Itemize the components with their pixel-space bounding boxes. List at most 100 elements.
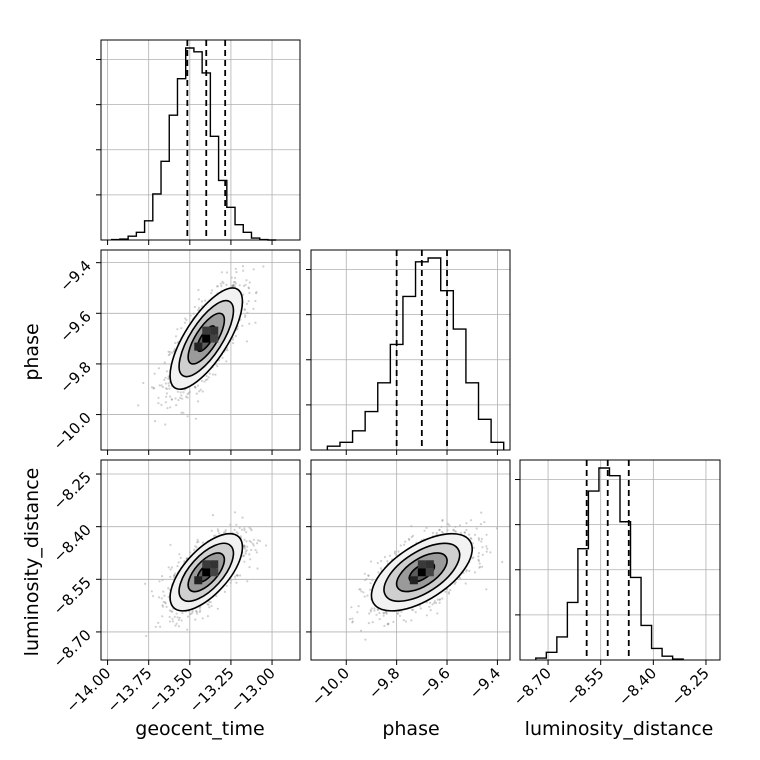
- scatter-point: [258, 539, 261, 543]
- hist-panel-phase: [310, 249, 511, 451]
- scatter-point: [441, 531, 445, 534]
- scatter-point: [158, 384, 161, 387]
- scatter-point: [233, 528, 236, 532]
- scatter-point: [164, 401, 167, 404]
- scatter-point: [244, 315, 247, 319]
- joint-panel-geocent_time-phase: [100, 249, 301, 451]
- scatter-point: [244, 314, 247, 317]
- scatter-point: [168, 615, 171, 619]
- scatter-point: [232, 281, 235, 284]
- scatter-point: [194, 545, 197, 548]
- scatter-point: [485, 588, 488, 591]
- scatter-point: [252, 307, 255, 310]
- scatter-point: [249, 558, 252, 561]
- scatter-point: [207, 603, 210, 606]
- scatter-point: [161, 605, 165, 608]
- scatter-point: [210, 292, 213, 295]
- scatter-point: [169, 406, 172, 409]
- scatter-point: [191, 609, 194, 612]
- density-cell: [210, 560, 219, 569]
- scatter-point: [165, 370, 169, 373]
- scatter-point: [223, 590, 226, 594]
- scatter-point: [480, 511, 483, 514]
- scatter-point: [180, 394, 183, 397]
- y-tick-label-luminosity-distance: −8.25: [50, 468, 95, 513]
- scatter-point: [470, 537, 473, 541]
- scatter-point: [225, 584, 228, 587]
- scatter-point: [222, 282, 225, 285]
- scatter-point: [464, 582, 467, 585]
- scatter-point: [245, 531, 248, 534]
- scatter-point: [477, 559, 480, 563]
- scatter-point: [234, 281, 237, 284]
- scatter-point: [486, 547, 489, 550]
- scatter-point: [234, 282, 237, 285]
- scatter-point: [435, 531, 438, 534]
- density-cell: [202, 334, 211, 343]
- density-cell: [210, 326, 219, 335]
- scatter-point: [178, 553, 181, 556]
- scatter-point: [163, 361, 166, 364]
- scatter-point: [184, 317, 187, 320]
- scatter-point: [244, 550, 247, 553]
- scatter-point: [196, 400, 200, 403]
- joint-grid-geocent_time-luminosity_distance: [101, 460, 300, 660]
- scatter-point: [203, 380, 206, 383]
- scatter-point: [197, 298, 200, 301]
- scatter-point: [399, 544, 402, 547]
- scatter-point: [393, 550, 397, 553]
- scatter-point: [364, 638, 367, 641]
- scatter-point: [210, 604, 213, 608]
- scatter-point: [200, 300, 204, 303]
- scatter-point: [211, 373, 215, 376]
- scatter-point: [469, 536, 472, 540]
- scatter-point: [367, 622, 370, 625]
- scatter-point: [256, 539, 260, 542]
- scatter-point: [425, 526, 428, 530]
- scatter-point: [234, 276, 237, 280]
- scatter-point: [186, 615, 190, 618]
- x-tick-label: −9.6: [415, 664, 453, 702]
- scatter-point: [170, 351, 173, 354]
- scatter-point: [386, 623, 389, 626]
- scatter-point: [150, 590, 153, 593]
- scatter-point: [375, 613, 378, 616]
- scatter-point: [348, 617, 351, 621]
- scatter-point: [452, 528, 455, 531]
- scatter-point: [195, 546, 198, 549]
- scatter-point: [438, 598, 441, 602]
- scatter-point: [186, 393, 189, 396]
- scatter-point: [167, 377, 170, 380]
- scatter-point: [477, 558, 480, 561]
- scatter-point: [369, 609, 372, 612]
- scatter-point: [469, 519, 473, 522]
- hist-grid-geocent_time: [101, 40, 300, 240]
- scatter-point: [176, 341, 179, 344]
- density-core-geocent_time-phase: [194, 326, 219, 351]
- scatter-point: [351, 620, 354, 623]
- y-tick-label-luminosity-distance: −8.55: [50, 573, 95, 618]
- scatter-point: [165, 392, 168, 395]
- scatter-point: [161, 385, 165, 389]
- scatter-point: [186, 396, 189, 399]
- scatter-point: [440, 530, 443, 534]
- x-tick-label: −9.8: [365, 664, 403, 702]
- scatter-point: [362, 591, 365, 594]
- x-tick-label: −8.25: [668, 664, 713, 709]
- scatter-point: [214, 534, 217, 537]
- scatter-point: [175, 404, 178, 407]
- scatter-point: [211, 514, 214, 517]
- scatter-point: [264, 544, 268, 547]
- scatter-point: [185, 395, 188, 398]
- scatter-point: [433, 601, 436, 605]
- scatter-point: [428, 605, 431, 608]
- scatter-point: [182, 391, 185, 394]
- scatter-point: [206, 603, 209, 606]
- scatter-point: [243, 308, 246, 312]
- scatter-point: [411, 608, 414, 611]
- scatter-point: [242, 284, 246, 287]
- scatter-point: [164, 423, 167, 426]
- scatter-point: [177, 399, 180, 402]
- scatter-point: [243, 529, 246, 532]
- scatter-point: [459, 576, 462, 580]
